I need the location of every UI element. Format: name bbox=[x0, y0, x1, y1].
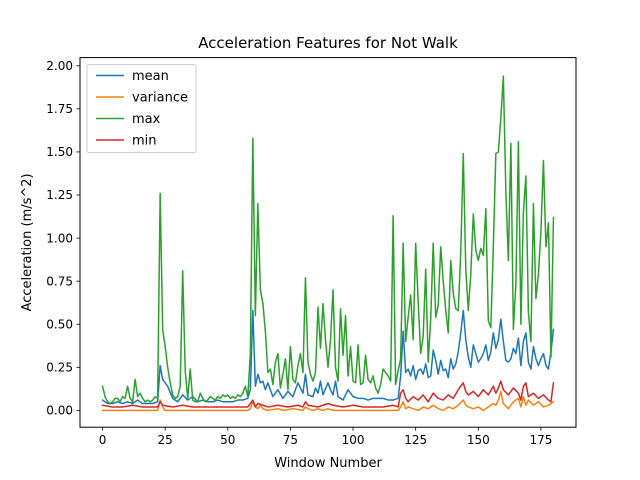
series-line-min bbox=[101, 380, 555, 408]
y-tick-label: 1.00 bbox=[46, 231, 73, 245]
axes bbox=[79, 57, 577, 428]
x-tick-label: 75 bbox=[283, 433, 298, 447]
y-tick-label: 1.25 bbox=[46, 188, 73, 202]
y-tick-label: 1.75 bbox=[46, 102, 73, 116]
y-tick-label: 2.00 bbox=[46, 59, 73, 73]
x-axis-ticks: 0 25 50 75 100 125 150 175 bbox=[99, 427, 552, 447]
series-line-variance bbox=[101, 390, 555, 412]
legend-label-mean: mean bbox=[132, 69, 169, 84]
x-tick-label: 175 bbox=[529, 433, 552, 447]
x-tick-label: 125 bbox=[404, 433, 427, 447]
y-axis-ticks: 0.00 0.25 0.50 0.75 1.00 1.25 1.50 1.75 2.00 bbox=[46, 59, 80, 418]
x-tick-label: 150 bbox=[467, 433, 490, 447]
y-tick-label: 0.75 bbox=[46, 274, 73, 288]
y-axis-label: Acceleration (m/s^2) bbox=[20, 173, 35, 311]
legend-label-variance: variance bbox=[132, 91, 188, 106]
y-tick-label: 0.50 bbox=[46, 317, 73, 331]
x-tick-label: 0 bbox=[99, 433, 107, 447]
y-tick-label: 1.50 bbox=[46, 145, 73, 159]
legend-box bbox=[86, 64, 197, 154]
y-tick-label: 0.00 bbox=[46, 404, 73, 418]
legend-label-max: max bbox=[132, 112, 161, 127]
x-tick-label: 50 bbox=[220, 433, 235, 447]
y-tick-label: 0.25 bbox=[46, 361, 73, 375]
plot-frame bbox=[79, 57, 577, 428]
legend: mean variance max min bbox=[86, 64, 197, 154]
x-tick-label: 100 bbox=[342, 433, 365, 447]
x-tick-label: 25 bbox=[158, 433, 173, 447]
x-axis-label: Window Number bbox=[274, 456, 382, 471]
legend-label-min: min bbox=[132, 134, 157, 149]
chart-title: Acceleration Features for Not Walk bbox=[198, 34, 458, 52]
series-layer bbox=[101, 75, 555, 412]
series-line-max bbox=[101, 75, 555, 405]
